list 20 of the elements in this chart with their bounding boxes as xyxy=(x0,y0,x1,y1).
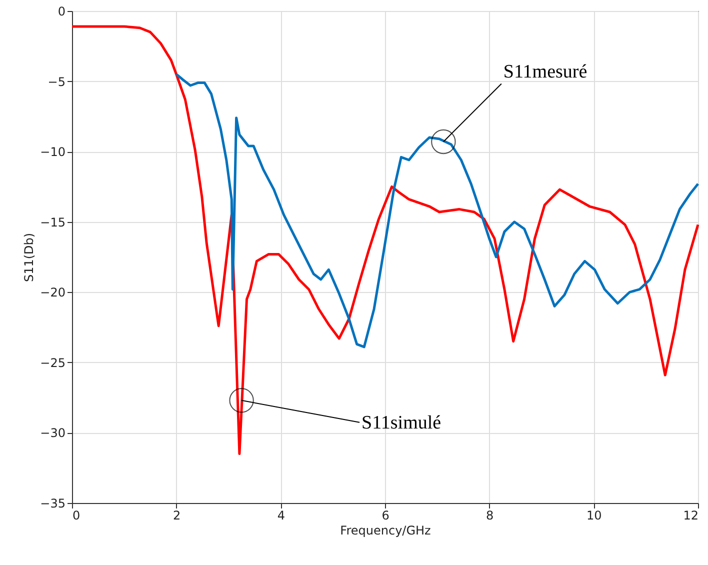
y-tick-label: −30 xyxy=(40,426,66,440)
y-tick-label: −15 xyxy=(40,215,66,230)
y-tick-label: −10 xyxy=(40,145,66,160)
y-tick-label: −5 xyxy=(48,74,66,89)
y-axis-title: S11(Db) xyxy=(22,232,36,282)
x-tick-label: 12 xyxy=(683,508,698,522)
x-tick-label: 10 xyxy=(586,508,602,522)
x-tick-label: 4 xyxy=(277,508,285,522)
annotation: S11mesuré xyxy=(503,62,588,83)
y-tick-label: −25 xyxy=(40,356,66,370)
x-tick-label: 2 xyxy=(173,508,181,522)
y-tick-label: 0 xyxy=(58,4,66,18)
x-tick-label: 6 xyxy=(382,508,390,522)
x-axis-title: Frequency/GHz xyxy=(340,524,431,538)
annotation: S11simulé xyxy=(362,412,442,434)
line-series xyxy=(70,25,700,456)
y-tick-label: −35 xyxy=(40,496,66,510)
x-tick-label: 8 xyxy=(486,508,494,522)
y-tick-label: −20 xyxy=(40,286,66,300)
x-tick-label: 0 xyxy=(72,508,80,522)
